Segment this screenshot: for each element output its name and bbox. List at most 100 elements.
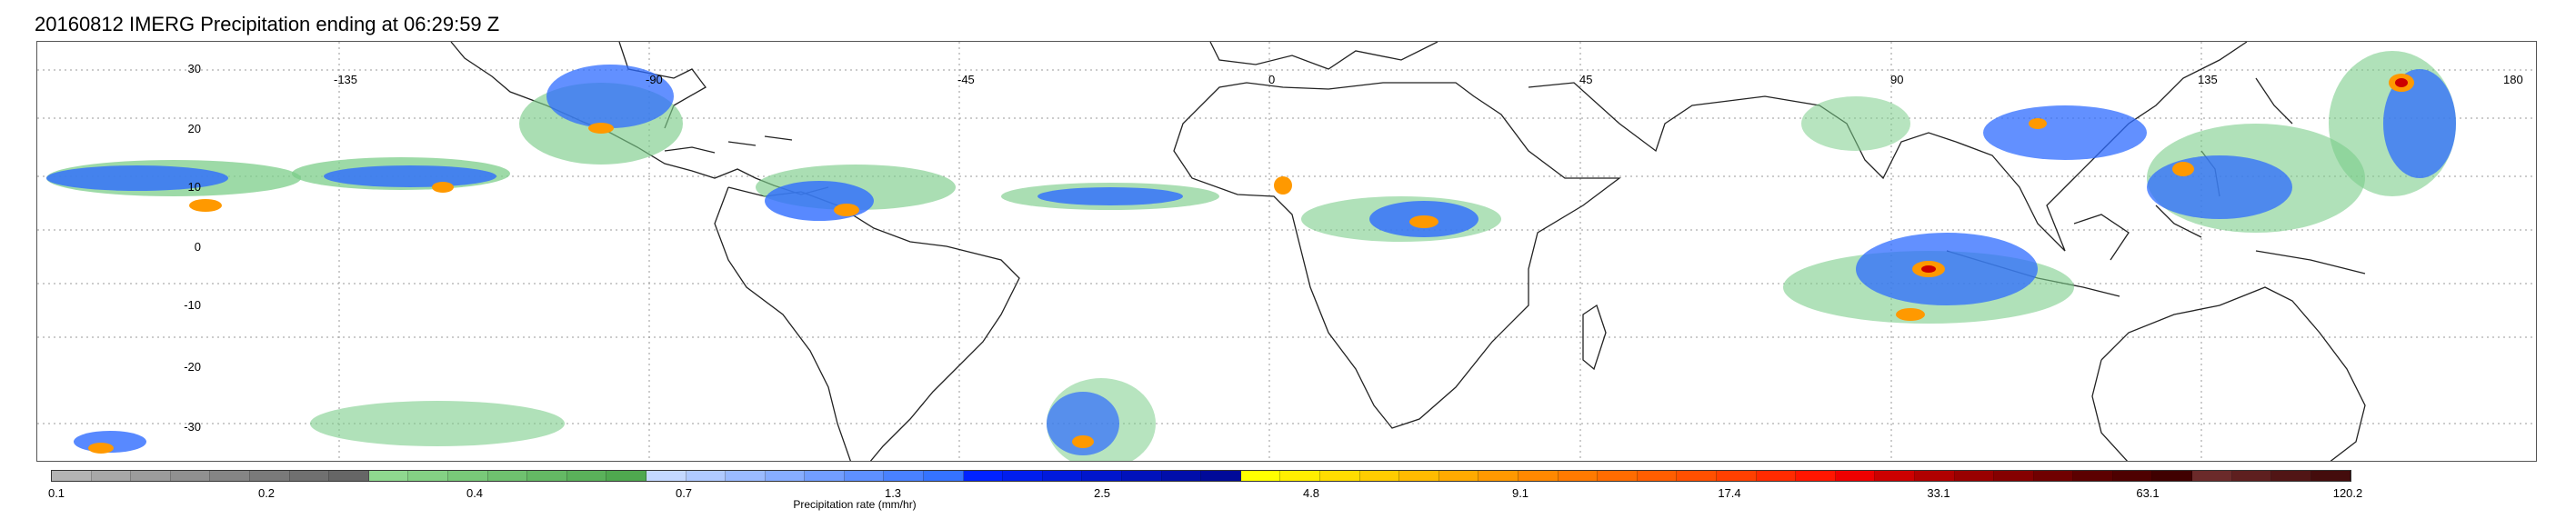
precip-heavy-cells [88, 74, 2414, 454]
lat-label-minus30: -30 [184, 420, 201, 434]
colorbar-cell [131, 471, 171, 481]
coastline-madagascar [1582, 304, 1607, 371]
colorbar-cell [1240, 471, 1281, 481]
lon-label-135: 135 [2198, 73, 2218, 86]
colorbar-cell [487, 471, 528, 481]
precip-cell [1896, 308, 1925, 321]
colorbar-cell [1914, 471, 1955, 481]
precip-area [1856, 233, 2038, 305]
colorbar-cell [1756, 471, 1797, 481]
grid-lines [37, 42, 2536, 461]
colorbar-tick-label: 0.2 [257, 486, 276, 500]
colorbar [51, 470, 2351, 482]
colorbar-cell [686, 471, 727, 481]
coastline-southeast-asia [1955, 42, 2248, 252]
colorbar-tick-label: 1.3 [884, 486, 902, 500]
precip-cell [2029, 118, 2047, 129]
coastline-africa [1173, 82, 1621, 429]
lat-label-10: 10 [187, 180, 201, 194]
colorbar-cell [646, 471, 687, 481]
lon-label-45: 45 [1579, 73, 1593, 86]
colorbar-cell [527, 471, 567, 481]
colorbar-cell [2112, 471, 2153, 481]
colorbar-cell [1201, 471, 1241, 481]
colorbar-tick-label: 9.1 [1511, 486, 1529, 500]
lat-label-minus20: -20 [184, 360, 201, 374]
precip-area [1037, 187, 1183, 205]
colorbar-cell [1478, 471, 1519, 481]
precipitation-map: 30 20 10 0 -10 -20 -30 -135 -90 -45 0 45… [36, 41, 2537, 462]
colorbar-cell [1042, 471, 1083, 481]
colorbar-title: Precipitation rate (mm/hr) [793, 498, 917, 511]
colorbar-cell [606, 471, 647, 481]
lat-label-minus10: -10 [184, 298, 201, 312]
colorbar-cell [726, 471, 766, 481]
precip-cell [2172, 162, 2194, 176]
coastlines [450, 42, 2366, 461]
precip-area [2147, 155, 2292, 219]
colorbar-cell [1082, 471, 1123, 481]
colorbar-cell [884, 471, 925, 481]
colorbar-cell [1122, 471, 1162, 481]
colorbar-tick-label: 63.1 [2136, 486, 2160, 500]
lon-label-0: 0 [1268, 73, 1276, 86]
colorbar-cell [329, 471, 369, 481]
precip-area [1047, 392, 1119, 455]
colorbar-cell [963, 471, 1004, 481]
colorbar-cell [91, 471, 132, 481]
lon-label-minus45: -45 [957, 73, 975, 86]
precip-moderate-areas [46, 65, 2456, 455]
coastline-arabia-india [1528, 82, 1957, 180]
lat-label-20: 20 [187, 122, 201, 135]
colorbar-cell [408, 471, 448, 481]
colorbar-cell [1518, 471, 1559, 481]
colorbar-cell [1320, 471, 1360, 481]
colorbar-cell [1558, 471, 1599, 481]
lat-label-30: 30 [187, 62, 201, 75]
colorbar-cell [1716, 471, 1757, 481]
precip-cell [432, 182, 454, 193]
colorbar-cell [1280, 471, 1320, 481]
colorbar-cell [210, 471, 250, 481]
colorbar-cell [2073, 471, 2113, 481]
colorbar-tick-label: 0.7 [675, 486, 693, 500]
colorbar-cell [447, 471, 488, 481]
precip-area [1801, 96, 1910, 151]
colorbar-cell [924, 471, 964, 481]
colorbar-cell [2192, 471, 2232, 481]
precip-cell [1409, 215, 1438, 228]
colorbar-cell [1003, 471, 1043, 481]
colorbar-cell [1359, 471, 1400, 481]
colorbar-cell [765, 471, 806, 481]
colorbar-cell [2310, 471, 2351, 481]
lon-label-minus135: -135 [334, 73, 358, 86]
precip-cell [1921, 265, 1936, 273]
colorbar-cell [249, 471, 290, 481]
precip-area [46, 165, 228, 191]
map-canvas [37, 42, 2536, 461]
precip-cell [2395, 78, 2408, 87]
colorbar-cell [2152, 471, 2193, 481]
colorbar-cell [1875, 471, 1915, 481]
precip-area [1983, 105, 2147, 160]
colorbar-cell [1954, 471, 1995, 481]
colorbar-cell [805, 471, 845, 481]
colorbar-cell [1677, 471, 1717, 481]
colorbar-tick-label: 120.2 [2332, 486, 2363, 500]
colorbar-cell [1161, 471, 1202, 481]
coastline-caribbean [664, 135, 793, 154]
colorbar-cell [1835, 471, 1876, 481]
colorbar-cell [1796, 471, 1836, 481]
colorbar-cell [1994, 471, 2034, 481]
precip-area [546, 65, 674, 128]
precip-area [310, 401, 565, 446]
coastline-australia [2091, 286, 2366, 461]
colorbar-cell [566, 471, 607, 481]
precip-cell [588, 123, 614, 134]
colorbar-tick-label: 33.1 [1927, 486, 1950, 500]
colorbar-cell [289, 471, 330, 481]
colorbar-cell [1399, 471, 1439, 481]
lon-label-minus90: -90 [646, 73, 663, 86]
colorbar-cell [2271, 471, 2311, 481]
lon-label-180: 180 [2503, 73, 2523, 86]
